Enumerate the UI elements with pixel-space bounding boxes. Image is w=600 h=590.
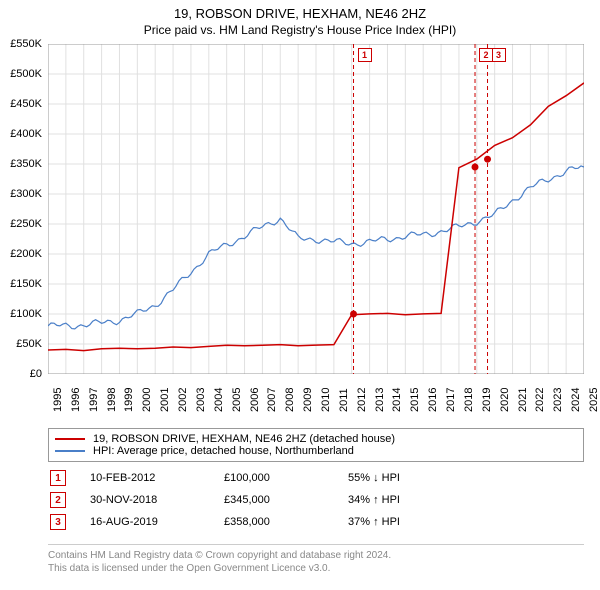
y-axis-labels: £0£50K£100K£150K£200K£250K£300K£350K£400… xyxy=(0,44,46,374)
chart-svg xyxy=(48,44,584,374)
chart-event-badge: 1 xyxy=(358,48,372,62)
x-tick-label: 1995 xyxy=(52,388,64,412)
y-tick-label: £250K xyxy=(10,218,42,230)
x-tick-label: 2008 xyxy=(284,388,296,412)
x-tick-label: 1997 xyxy=(88,388,100,412)
marker-row: 1 10-FEB-2012 £100,000 55% ↓ HPI xyxy=(48,470,584,486)
legend-swatch xyxy=(55,438,85,440)
x-tick-label: 2013 xyxy=(374,388,386,412)
chart-area: 123 xyxy=(48,44,584,374)
x-tick-label: 2025 xyxy=(588,388,600,412)
y-tick-label: £150K xyxy=(10,278,42,290)
marker-date: 16-AUG-2019 xyxy=(90,516,200,528)
y-tick-label: £0 xyxy=(30,368,42,380)
marker-price: £345,000 xyxy=(224,494,324,506)
x-tick-label: 2005 xyxy=(231,388,243,412)
x-tick-label: 2006 xyxy=(249,388,261,412)
y-tick-label: £350K xyxy=(10,158,42,170)
marker-date: 10-FEB-2012 xyxy=(90,472,200,484)
x-tick-label: 2009 xyxy=(302,388,314,412)
x-tick-label: 2004 xyxy=(213,388,225,412)
title-block: 19, ROBSON DRIVE, HEXHAM, NE46 2HZ Price… xyxy=(0,0,600,39)
x-tick-label: 2011 xyxy=(338,388,350,412)
chart-title: 19, ROBSON DRIVE, HEXHAM, NE46 2HZ xyxy=(0,6,600,21)
x-tick-label: 2017 xyxy=(445,388,457,412)
chart-subtitle: Price paid vs. HM Land Registry's House … xyxy=(0,23,600,37)
x-tick-label: 2018 xyxy=(463,388,475,412)
marker-price: £358,000 xyxy=(224,516,324,528)
y-tick-label: £50K xyxy=(16,338,42,350)
marker-date: 30-NOV-2018 xyxy=(90,494,200,506)
marker-price: £100,000 xyxy=(224,472,324,484)
legend-label: HPI: Average price, detached house, Nort… xyxy=(93,445,354,457)
markers-table: 1 10-FEB-2012 £100,000 55% ↓ HPI 2 30-NOV-201… xyxy=(48,470,584,536)
marker-hpi: 34% ↑ HPI xyxy=(348,494,468,506)
y-tick-label: £400K xyxy=(10,128,42,140)
y-tick-label: £500K xyxy=(10,68,42,80)
legend: 19, ROBSON DRIVE, HEXHAM, NE46 2HZ (deta… xyxy=(48,428,584,462)
legend-swatch xyxy=(55,450,85,452)
marker-badge: 1 xyxy=(50,470,66,486)
chart-event-badge: 3 xyxy=(492,48,506,62)
marker-row: 2 30-NOV-2018 £345,000 34% ↑ HPI xyxy=(48,492,584,508)
marker-badge: 2 xyxy=(50,492,66,508)
x-axis-labels: 1995 1996 1997 1998 1999 2000 2001 2002 2003 2004… xyxy=(48,378,584,428)
x-tick-label: 2022 xyxy=(534,388,546,412)
x-tick-label: 2016 xyxy=(427,388,439,412)
marker-hpi: 55% ↓ HPI xyxy=(348,472,468,484)
legend-label: 19, ROBSON DRIVE, HEXHAM, NE46 2HZ (deta… xyxy=(93,433,395,445)
marker-row: 3 16-AUG-2019 £358,000 37% ↑ HPI xyxy=(48,514,584,530)
marker-hpi: 37% ↑ HPI xyxy=(348,516,468,528)
x-tick-label: 2024 xyxy=(570,388,582,412)
x-tick-label: 2012 xyxy=(356,388,368,412)
marker-badge: 3 xyxy=(50,514,66,530)
x-tick-label: 1996 xyxy=(70,388,82,412)
y-tick-label: £550K xyxy=(10,38,42,50)
x-tick-label: 2019 xyxy=(481,388,493,412)
y-tick-label: £200K xyxy=(10,248,42,260)
y-tick-label: £300K xyxy=(10,188,42,200)
x-tick-label: 2007 xyxy=(266,388,278,412)
x-tick-label: 2021 xyxy=(517,388,529,412)
y-tick-label: £100K xyxy=(10,308,42,320)
footer-line2: This data is licensed under the Open Gov… xyxy=(48,562,584,575)
x-tick-label: 2000 xyxy=(141,388,153,412)
x-tick-label: 2003 xyxy=(195,388,207,412)
footer-line1: Contains HM Land Registry data © Crown c… xyxy=(48,549,584,562)
x-tick-label: 2020 xyxy=(499,388,511,412)
legend-row: 19, ROBSON DRIVE, HEXHAM, NE46 2HZ (deta… xyxy=(55,433,577,445)
y-tick-label: £450K xyxy=(10,98,42,110)
x-tick-label: 2002 xyxy=(177,388,189,412)
footer: Contains HM Land Registry data © Crown c… xyxy=(48,544,584,575)
x-tick-label: 2014 xyxy=(391,388,403,412)
x-tick-label: 2023 xyxy=(552,388,564,412)
x-tick-label: 2015 xyxy=(409,388,421,412)
x-tick-label: 2001 xyxy=(159,388,171,412)
x-tick-label: 2010 xyxy=(320,388,332,412)
x-tick-label: 1999 xyxy=(123,388,135,412)
x-tick-label: 1998 xyxy=(106,388,118,412)
legend-row: HPI: Average price, detached house, Nort… xyxy=(55,445,577,457)
